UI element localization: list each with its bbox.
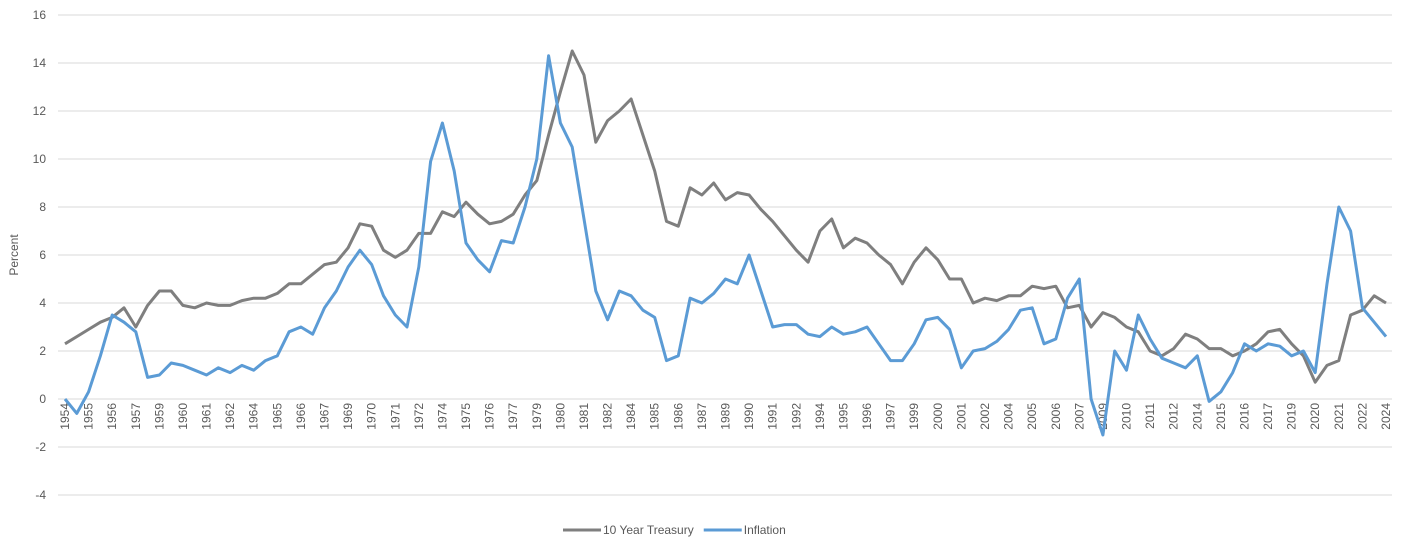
x-tick-label: 1997 bbox=[884, 403, 898, 430]
y-tick-label: 2 bbox=[39, 344, 46, 358]
x-tick-label: 1999 bbox=[907, 403, 921, 430]
x-tick-label: 1954 bbox=[58, 403, 72, 430]
y-axis-label: Percent bbox=[7, 234, 21, 276]
x-tick-label: 2015 bbox=[1214, 403, 1228, 430]
x-tick-label: 1989 bbox=[719, 403, 733, 430]
x-tick-label: 1971 bbox=[388, 403, 402, 430]
x-tick-label: 2001 bbox=[954, 403, 968, 430]
x-tick-label: 1996 bbox=[860, 403, 874, 430]
x-tick-label: 1955 bbox=[82, 403, 96, 430]
x-tick-label: 2022 bbox=[1355, 403, 1369, 430]
x-tick-label: 2020 bbox=[1308, 403, 1322, 430]
x-tick-label: 1994 bbox=[813, 403, 827, 430]
x-tick-label: 1969 bbox=[341, 403, 355, 430]
x-tick-label: 1991 bbox=[766, 403, 780, 430]
x-tick-label: 1992 bbox=[789, 403, 803, 430]
x-tick-label: 1987 bbox=[695, 403, 709, 430]
x-tick-label: 1977 bbox=[506, 403, 520, 430]
x-tick-label: 2006 bbox=[1049, 403, 1063, 430]
x-tick-label: 1982 bbox=[601, 403, 615, 430]
x-tick-label: 2021 bbox=[1332, 403, 1346, 430]
x-tick-label: 1967 bbox=[317, 403, 331, 430]
x-tick-label: 1981 bbox=[577, 403, 591, 430]
x-tick-label: 1956 bbox=[105, 403, 119, 430]
y-tick-label: 10 bbox=[33, 152, 47, 166]
y-tick-label: 4 bbox=[39, 296, 46, 310]
legend-label: 10 Year Treasury bbox=[603, 523, 694, 537]
x-tick-label: 2010 bbox=[1120, 403, 1134, 430]
x-tick-label: 2014 bbox=[1190, 403, 1204, 430]
x-tick-label: 1986 bbox=[671, 403, 685, 430]
x-tick-label: 2019 bbox=[1285, 403, 1299, 430]
y-tick-label: 16 bbox=[33, 8, 47, 22]
x-tick-label: 1962 bbox=[223, 403, 237, 430]
x-tick-label: 1961 bbox=[200, 403, 214, 430]
x-tick-label: 1959 bbox=[152, 403, 166, 430]
x-tick-label: 1985 bbox=[648, 403, 662, 430]
y-tick-label: -4 bbox=[35, 488, 46, 502]
x-tick-label: 1995 bbox=[836, 403, 850, 430]
x-tick-label: 2005 bbox=[1025, 403, 1039, 430]
series-line bbox=[64, 49, 1387, 384]
x-tick-label: 1957 bbox=[129, 403, 143, 430]
x-tick-label: 2000 bbox=[931, 403, 945, 430]
x-tick-label: 1979 bbox=[530, 403, 544, 430]
x-tick-label: 1972 bbox=[412, 403, 426, 430]
x-tick-label: 2016 bbox=[1237, 403, 1251, 430]
x-tick-label: 1974 bbox=[435, 403, 449, 430]
x-tick-label: 2017 bbox=[1261, 403, 1275, 430]
x-tick-label: 2004 bbox=[1002, 403, 1016, 430]
x-tick-label: 2011 bbox=[1143, 403, 1157, 429]
x-tick-label: 1980 bbox=[553, 403, 567, 430]
x-tick-label: 1965 bbox=[270, 403, 284, 430]
y-tick-label: 0 bbox=[39, 392, 46, 406]
y-tick-label: 8 bbox=[39, 200, 46, 214]
x-tick-label: 2007 bbox=[1072, 403, 1086, 430]
x-tick-label: 1990 bbox=[742, 403, 756, 430]
x-tick-label: 1984 bbox=[624, 403, 638, 430]
x-tick-label: 1975 bbox=[459, 403, 473, 430]
legend-label: Inflation bbox=[744, 523, 786, 537]
x-tick-label: 1976 bbox=[483, 403, 497, 430]
y-tick-label: 12 bbox=[33, 104, 47, 118]
y-tick-label: -2 bbox=[35, 440, 46, 454]
x-tick-label: 2012 bbox=[1167, 403, 1181, 430]
series-line bbox=[63, 54, 1388, 437]
x-tick-label: 2024 bbox=[1379, 403, 1393, 430]
x-tick-label: 1964 bbox=[247, 403, 261, 430]
x-tick-label: 1966 bbox=[294, 403, 308, 430]
y-tick-label: 6 bbox=[39, 248, 46, 262]
y-tick-label: 14 bbox=[33, 56, 47, 70]
x-tick-label: 2002 bbox=[978, 403, 992, 430]
x-tick-label: 1960 bbox=[176, 403, 190, 430]
x-tick-label: 1970 bbox=[365, 403, 379, 430]
